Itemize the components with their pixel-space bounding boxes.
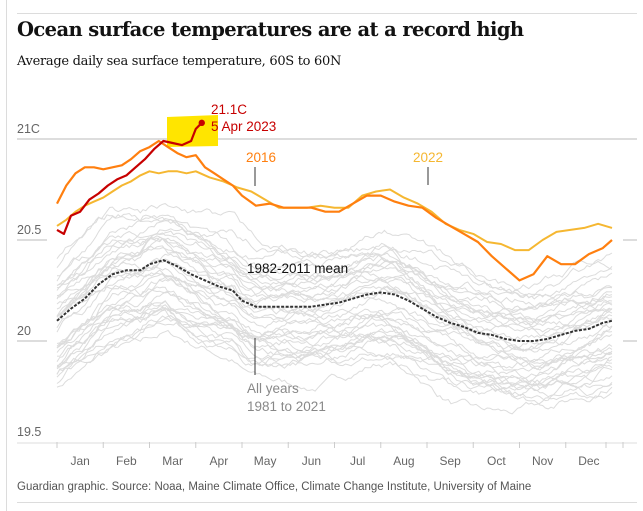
background-year-line <box>56 214 613 299</box>
x-tick-label: May <box>254 454 277 468</box>
source-note: Guardian graphic. Source: Noaa, Maine Cl… <box>17 481 532 493</box>
gridlines: 21C 20.5 20 19.5 <box>17 122 637 444</box>
x-tick-label: Nov <box>532 454 553 468</box>
record-highlight-box <box>167 115 218 147</box>
background-year-line <box>56 259 613 332</box>
x-tick-label: Oct <box>487 454 506 468</box>
label-2022: 2022 <box>413 150 443 165</box>
background-year-line <box>56 230 613 313</box>
background-year-line <box>56 220 613 310</box>
mean-label: 1982-2011 mean <box>247 261 348 276</box>
background-year-line <box>56 300 613 372</box>
background-year-line <box>56 266 613 355</box>
background-year-line <box>56 236 613 333</box>
background-year-line <box>56 315 613 390</box>
all-years-label: All years <box>247 381 299 396</box>
record-date-label: 5 Apr 2023 <box>211 119 276 134</box>
background-year-line <box>56 318 613 391</box>
series-line-1982-2011-mean <box>56 259 613 342</box>
all-years-range-label: 1981 to 2021 <box>247 399 326 414</box>
x-tick-label: Jan <box>70 454 89 468</box>
background-year-line <box>56 272 613 340</box>
bottom-divider <box>17 502 637 503</box>
x-tick-label: Jun <box>302 454 321 468</box>
background-year-line <box>56 258 613 353</box>
x-tick-label: Aug <box>393 454 414 468</box>
x-tick-label: Mar <box>162 454 183 468</box>
background-year-line <box>56 269 613 371</box>
background-year-line <box>56 290 613 386</box>
chart-subtitle: Average daily sea surface temperature, 6… <box>17 54 342 69</box>
highlighted-series <box>56 115 613 342</box>
x-tick-label: Sep <box>439 454 461 468</box>
record-value-label: 21.1C <box>211 102 247 117</box>
background-year-line <box>56 247 613 326</box>
background-year-line <box>56 228 613 319</box>
background-year-line <box>56 300 613 392</box>
background-year-line <box>56 304 613 380</box>
series-line-2023 <box>56 122 203 235</box>
background-year-line <box>56 214 613 300</box>
background-year-line <box>56 307 613 386</box>
all-years-lines <box>56 203 613 415</box>
line-chart: 21C 20.5 20 19.5 Jan Feb Mar Apr May Jun Jul Aug Se… <box>17 102 637 468</box>
x-axis: Jan Feb Mar Apr May Jun Jul Aug Sep Oct Nov Dec <box>56 442 624 468</box>
background-year-line <box>56 212 613 298</box>
chart-title: Ocean surface temperatures are at a reco… <box>17 18 524 41</box>
y-tick-label: 21C <box>17 122 40 136</box>
background-year-line <box>56 321 613 397</box>
series-line-2016 <box>56 139 613 282</box>
record-point <box>198 119 205 127</box>
x-tick-label: Dec <box>578 454 599 468</box>
x-tick-label: Jul <box>350 454 365 468</box>
x-tick-label: Apr <box>210 454 229 468</box>
annotations: 21.1C 5 Apr 2023 2016 2022 1982-2011 mean All… <box>211 102 443 414</box>
y-tick-label: 20.5 <box>17 223 41 237</box>
background-year-line <box>56 329 613 415</box>
background-year-line <box>56 203 613 290</box>
background-year-line <box>56 288 613 366</box>
background-year-line <box>56 260 613 350</box>
top-divider <box>17 13 637 14</box>
background-year-line <box>56 309 613 410</box>
left-border <box>6 0 7 511</box>
x-tick-label: Feb <box>116 454 137 468</box>
y-tick-label: 19.5 <box>17 425 41 439</box>
y-tick-label: 20 <box>17 324 31 338</box>
label-2016: 2016 <box>246 150 276 165</box>
